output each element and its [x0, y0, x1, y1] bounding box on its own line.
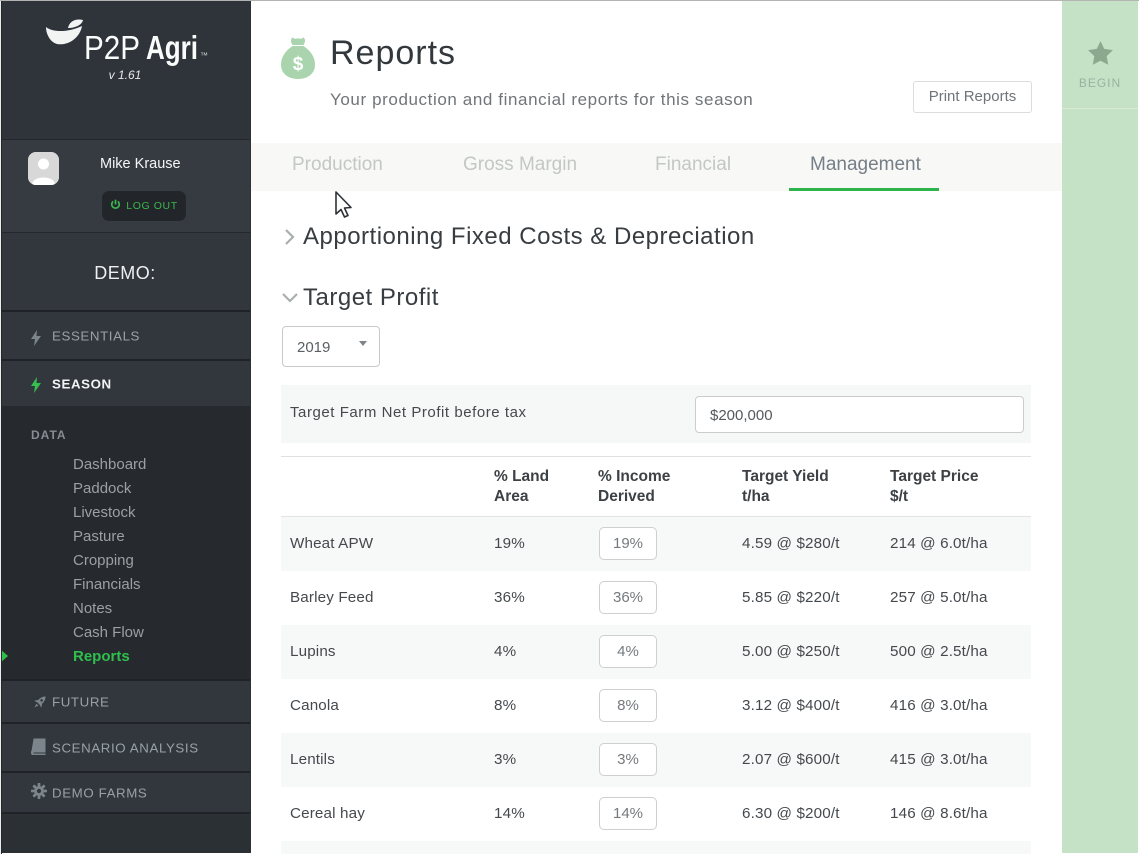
svg-text:™: ™	[200, 51, 208, 60]
svg-text:$: $	[293, 54, 304, 75]
svg-text:P2P: P2P	[84, 29, 140, 66]
svg-text:Agri: Agri	[146, 29, 198, 66]
